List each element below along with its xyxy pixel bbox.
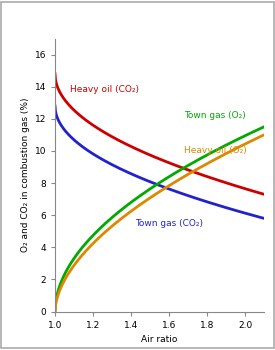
- Y-axis label: O₂ and CO₂ in combustion gas (%): O₂ and CO₂ in combustion gas (%): [21, 98, 30, 252]
- Text: [Fig.1] Exhaust gas concentration and air ratio: [Fig.1] Exhaust gas concentration and ai…: [21, 11, 254, 21]
- X-axis label: Air ratio: Air ratio: [141, 335, 178, 344]
- Text: Town gas (O₂): Town gas (O₂): [184, 111, 246, 120]
- Text: Town gas (CO₂): Town gas (CO₂): [135, 219, 203, 228]
- Text: Heavy oil (O₂): Heavy oil (O₂): [184, 146, 247, 155]
- Text: Heavy oil (CO₂): Heavy oil (CO₂): [70, 85, 139, 94]
